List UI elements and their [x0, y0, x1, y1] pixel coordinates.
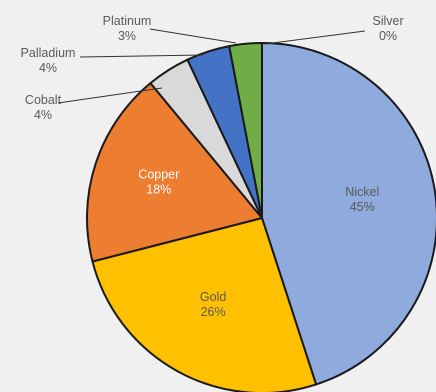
- leader-line-cobalt: [57, 87, 163, 104]
- slice-label-silver: Silver: [372, 14, 403, 28]
- leader-line-platinum: [149, 28, 237, 44]
- leader-lines: [57, 28, 366, 104]
- slice-copper: [86, 82, 263, 263]
- pie-slices: [86, 42, 436, 392]
- slice-label-platinum: Platinum: [103, 14, 152, 28]
- slice-platinum: [228, 42, 263, 219]
- slice-label-copper: Copper: [138, 167, 179, 181]
- slice-value-cobalt: 4%: [34, 108, 52, 122]
- slice-value-gold: 26%: [201, 305, 226, 319]
- slice-value-silver: 0%: [379, 29, 397, 43]
- slice-value-nickel: 45%: [350, 200, 375, 214]
- slice-nickel: [261, 42, 436, 386]
- slice-label-nickel: Nickel: [345, 185, 379, 199]
- slice-value-copper: 18%: [146, 182, 171, 196]
- leader-line-palladium: [79, 54, 204, 58]
- leader-line-silver: [264, 30, 366, 45]
- slice-label-cobalt: Cobalt: [25, 93, 62, 107]
- slice-value-palladium: 4%: [39, 61, 57, 75]
- slice-label-palladium: Palladium: [21, 46, 76, 60]
- slice-value-platinum: 3%: [118, 29, 136, 43]
- slice-label-gold: Gold: [200, 290, 226, 304]
- slice-labels: Nickel45%Gold26%Copper18%Cobalt4%Palladi…: [21, 14, 404, 319]
